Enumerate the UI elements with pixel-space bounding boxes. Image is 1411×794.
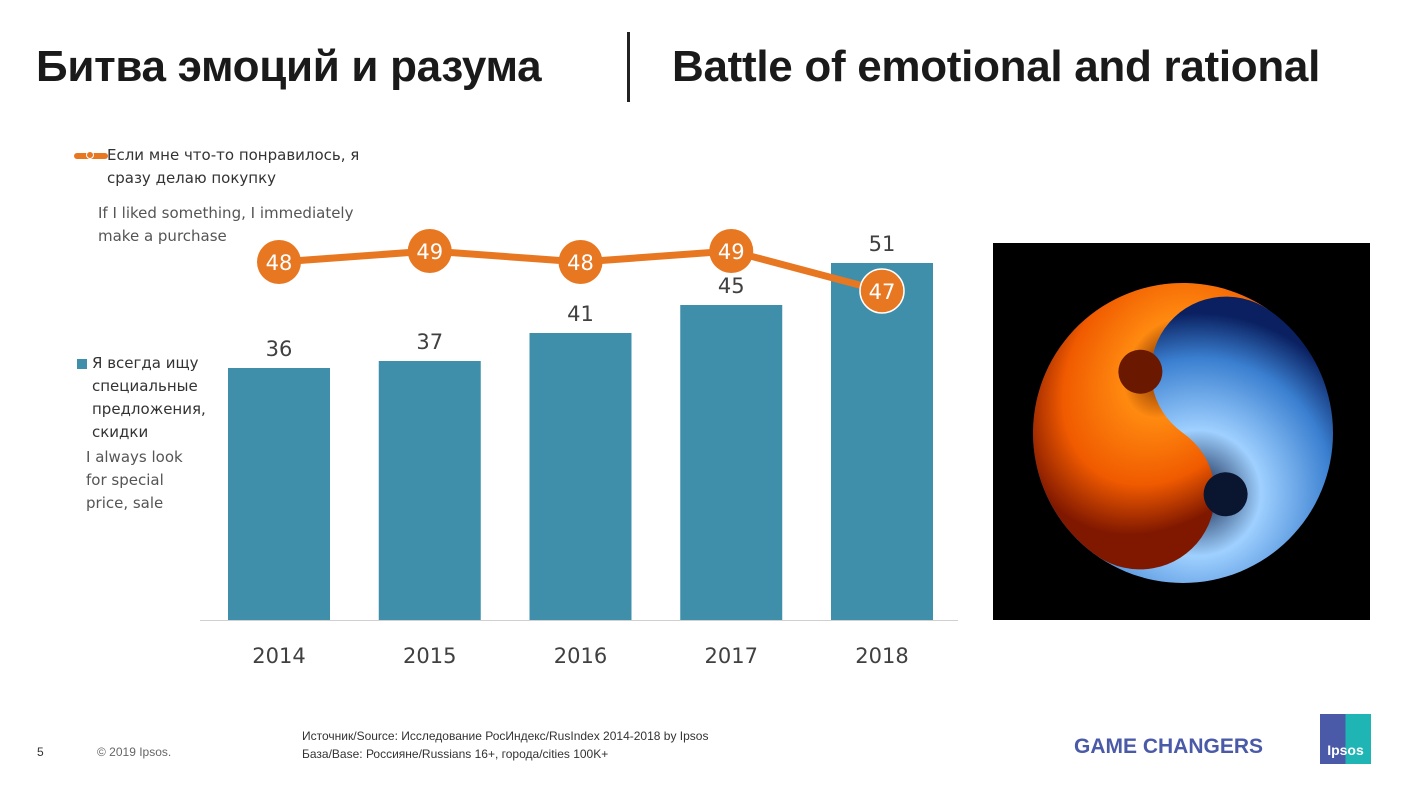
line-legend-en: If I liked something, I immediately make… bbox=[98, 202, 353, 248]
line-point bbox=[709, 229, 754, 273]
legend-text: for special bbox=[86, 471, 164, 489]
legend-text: сразу делаю покупку bbox=[107, 169, 277, 187]
legend-text: предложения, bbox=[92, 400, 206, 418]
line-value-label: 49 bbox=[416, 240, 443, 264]
chart: 36 2014 37 2015 41 2016 45 2017 51 2018 48 49 48 49 47 bbox=[200, 229, 958, 668]
line-legend-ru: Если мне что-то понравилось, я сразу дел… bbox=[107, 144, 359, 190]
legend-text: I always look bbox=[86, 448, 183, 466]
x-tick-label: 2018 bbox=[855, 644, 908, 668]
legend-text: специальные bbox=[92, 377, 198, 395]
line-point bbox=[859, 268, 905, 314]
bar-value-label: 41 bbox=[567, 302, 594, 326]
bar-value-label: 51 bbox=[869, 232, 896, 256]
legend-text: Я всегда ищу bbox=[92, 354, 199, 372]
line-value-label: 49 bbox=[718, 240, 745, 264]
title-divider bbox=[627, 32, 630, 102]
source-note: Источник/Source: Исследование РосИндекс/… bbox=[302, 729, 709, 743]
yin-yang-image bbox=[993, 243, 1370, 620]
line-point bbox=[558, 240, 603, 284]
line-point bbox=[257, 240, 301, 284]
ipsos-logo: Ipsos bbox=[1320, 714, 1371, 764]
bar bbox=[680, 305, 783, 620]
legend-text: price, sale bbox=[86, 494, 164, 512]
title-ru: Битва эмоций и разума bbox=[36, 42, 542, 91]
bar bbox=[831, 263, 933, 620]
page-number: 5 bbox=[37, 745, 44, 759]
x-tick-label: 2016 bbox=[554, 644, 607, 668]
line-point bbox=[407, 229, 452, 273]
line-value-label: 47 bbox=[869, 280, 896, 304]
copyright: © 2019 Ipsos. bbox=[97, 745, 172, 759]
bar bbox=[378, 361, 481, 620]
bar-legend-ru: Я всегда ищу специальные предложения, ск… bbox=[92, 352, 206, 444]
bar-value-label: 45 bbox=[718, 274, 745, 298]
bar-value-label: 36 bbox=[266, 337, 293, 361]
legend-text: скидки bbox=[92, 423, 149, 441]
line-legend-marker bbox=[74, 151, 108, 159]
line-value-label: 48 bbox=[567, 251, 594, 275]
bar-value-label: 37 bbox=[416, 330, 443, 354]
title-en: Battle of emotional and rational bbox=[672, 42, 1321, 91]
x-tick-label: 2015 bbox=[403, 644, 456, 668]
legend-text: If I liked something, I immediately bbox=[98, 204, 354, 222]
legend-text: make a purchase bbox=[98, 227, 227, 245]
line-value-label: 48 bbox=[266, 251, 293, 275]
x-tick-label: 2017 bbox=[705, 644, 758, 668]
base-note: База/Base: Россияне/Russians 16+, города… bbox=[302, 747, 609, 761]
bar bbox=[228, 368, 330, 620]
legend-text: Если мне что-то понравилось, я bbox=[107, 146, 360, 164]
x-tick-label: 2014 bbox=[252, 644, 305, 668]
bar-legend-marker bbox=[77, 359, 87, 369]
bar-legend-en: I always look for special price, sale bbox=[86, 446, 183, 515]
bar bbox=[529, 333, 632, 620]
game-changers-tagline: GAME CHANGERS bbox=[1074, 735, 1264, 758]
